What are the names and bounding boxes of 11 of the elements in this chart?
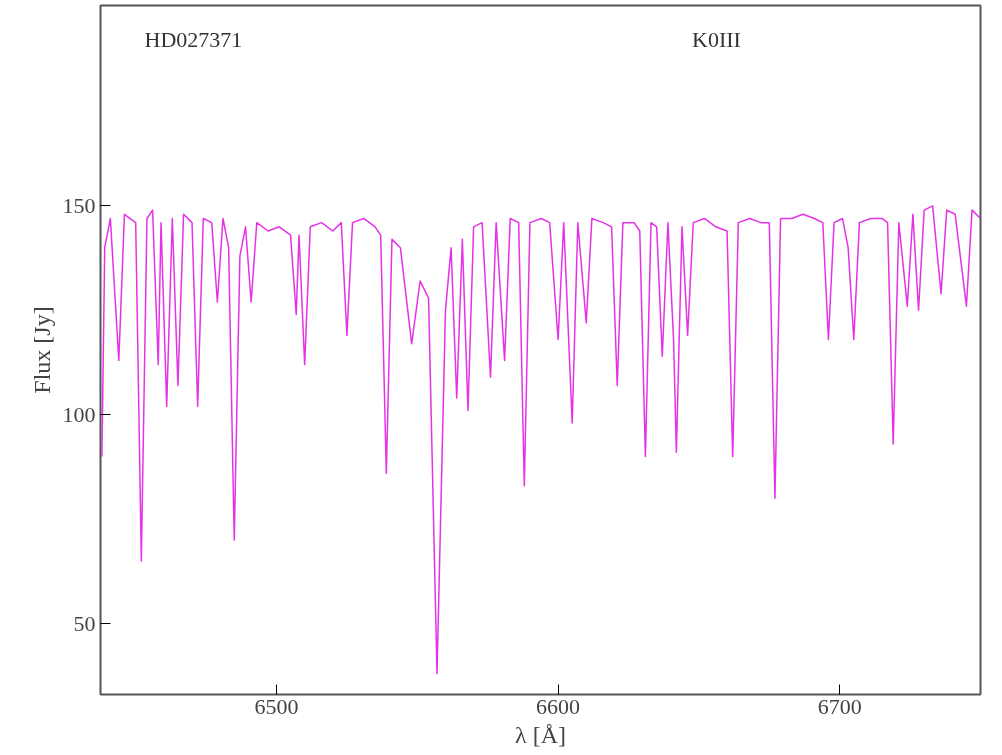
annotation: HD027371 xyxy=(144,27,243,53)
y-tick-label: 100 xyxy=(62,401,96,427)
y-tick-label: 50 xyxy=(73,610,96,636)
x-tick-label: 6500 xyxy=(254,693,299,719)
y-tick-label: 150 xyxy=(62,192,96,218)
y-axis-title: Flux [Jy] xyxy=(28,306,55,394)
annotation: K0III xyxy=(692,27,741,53)
x-tick-label: 6700 xyxy=(817,693,862,719)
x-axis-title: λ [Å] xyxy=(515,721,566,748)
x-tick-label: 6600 xyxy=(536,693,581,719)
line-series xyxy=(101,205,981,675)
